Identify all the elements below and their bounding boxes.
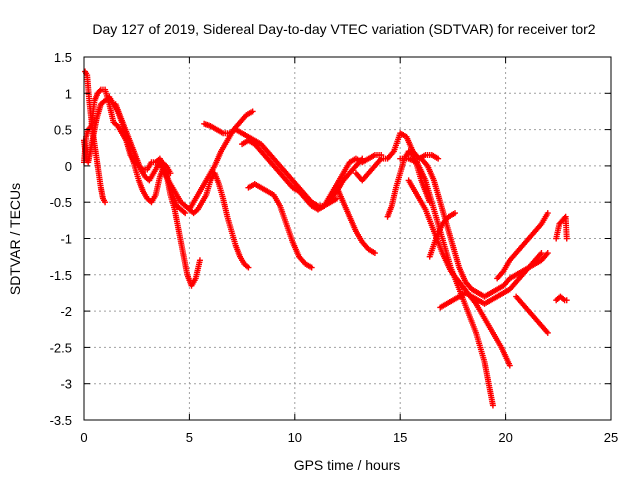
data-point: [544, 329, 551, 336]
series-sat-c: [81, 93, 168, 206]
data-point: [308, 264, 315, 271]
data-point: [506, 362, 513, 369]
data-point: [563, 235, 570, 242]
x-axis-label: GPS time / hours: [294, 457, 401, 473]
series-sat-f: [163, 170, 203, 289]
data-point: [435, 155, 442, 162]
series-sat-r: [426, 210, 459, 260]
series-sat-o: [397, 155, 496, 409]
y-tick-label: -3: [60, 377, 72, 392]
data-point: [182, 210, 189, 217]
series-sat-j: [239, 137, 366, 213]
data-point: [544, 250, 551, 257]
chart-title: Day 127 of 2019, Sidereal Day-to-day VTE…: [92, 21, 595, 37]
series-sat-t: [494, 210, 551, 282]
grid: [84, 57, 611, 420]
series-sat-k: [308, 152, 385, 213]
x-tick-label: 25: [604, 430, 618, 445]
data-point: [371, 250, 378, 257]
data-point: [245, 264, 252, 271]
y-tick-label: -2: [60, 304, 72, 319]
x-tick-label: 15: [393, 430, 407, 445]
y-tick-label: -3.5: [50, 413, 72, 428]
series-sat-m: [352, 130, 442, 184]
series-sat-w: [553, 293, 570, 304]
data-point: [563, 297, 570, 304]
x-tick-label: 0: [80, 430, 87, 445]
data-marks: [81, 68, 570, 409]
series-sat-u: [513, 293, 551, 336]
y-tick-labels: 1.5 1 0.5 0 -0.5 -1 -1.5 -2 -2.5 -3 -3.5: [50, 50, 72, 428]
data-point: [561, 214, 568, 221]
data-point: [489, 402, 496, 409]
x-tick-label: 10: [288, 430, 302, 445]
series-sat-v: [553, 213, 570, 242]
data-point: [538, 250, 545, 257]
y-tick-label: 0: [65, 159, 72, 174]
x-tick-labels: 0 5 10 15 20 25: [80, 430, 618, 445]
data-point: [544, 210, 551, 217]
y-tick-label: 1.5: [54, 50, 72, 65]
y-tick-label: -2.5: [50, 340, 72, 355]
y-axis-label: SDTVAR / TECUs: [7, 183, 23, 295]
axis-ticks: [83, 56, 612, 421]
y-tick-label: -1.5: [50, 268, 72, 283]
x-tick-label: 5: [186, 430, 193, 445]
y-tick-label: 0.5: [54, 123, 72, 138]
series-sat-i: [245, 181, 315, 271]
x-tick-label: 20: [498, 430, 512, 445]
y-tick-label: -1: [60, 232, 72, 247]
y-tick-label: -0.5: [50, 195, 72, 210]
series-sat-s: [437, 250, 545, 311]
series-sat-n: [384, 148, 433, 220]
y-tick-label: 1: [65, 86, 72, 101]
data-point: [249, 108, 256, 115]
data-point: [452, 210, 459, 217]
series-sat-g: [186, 108, 256, 213]
data-point: [96, 87, 103, 94]
data-point: [196, 257, 203, 264]
series-sat-l: [333, 184, 378, 257]
data-point: [102, 199, 109, 206]
